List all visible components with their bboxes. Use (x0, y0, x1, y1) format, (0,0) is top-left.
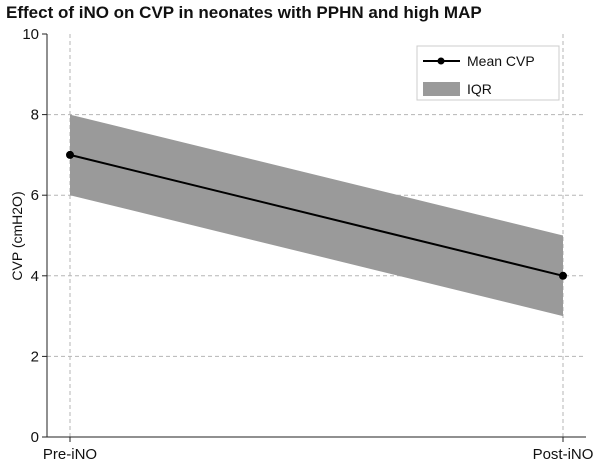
y-axis-label: CVP (cmH2O) (9, 191, 25, 280)
tick-labels: 0 2 4 6 8 10 Pre-iNO Post-iNO (22, 26, 593, 463)
legend: Mean CVP IQR (416, 45, 560, 101)
legend-marker-swatch (437, 57, 445, 65)
y-tick-label: 2 (31, 348, 39, 365)
x-tick-label: Post-iNO (533, 446, 594, 463)
y-tick-label: 8 (31, 107, 39, 124)
data-point-pre-ino (66, 150, 74, 159)
data-point-post-ino (559, 271, 567, 280)
y-tick-label: 6 (31, 187, 39, 204)
mean-cvp-line (69, 153, 564, 277)
y-tick-label: 4 (31, 268, 39, 285)
legend-band-swatch (423, 82, 460, 96)
y-tick-label: 0 (31, 429, 39, 446)
axes (42, 33, 586, 442)
legend-entry-mean-cvp: Mean CVP (467, 53, 535, 69)
y-tick-label: 10 (22, 26, 39, 43)
chart-title: Effect of iNO on CVP in neonates with PP… (6, 3, 482, 22)
legend-entry-iqr: IQR (467, 81, 492, 97)
x-tick-label: Pre-iNO (43, 446, 97, 463)
mean-line-layer (66, 150, 567, 280)
